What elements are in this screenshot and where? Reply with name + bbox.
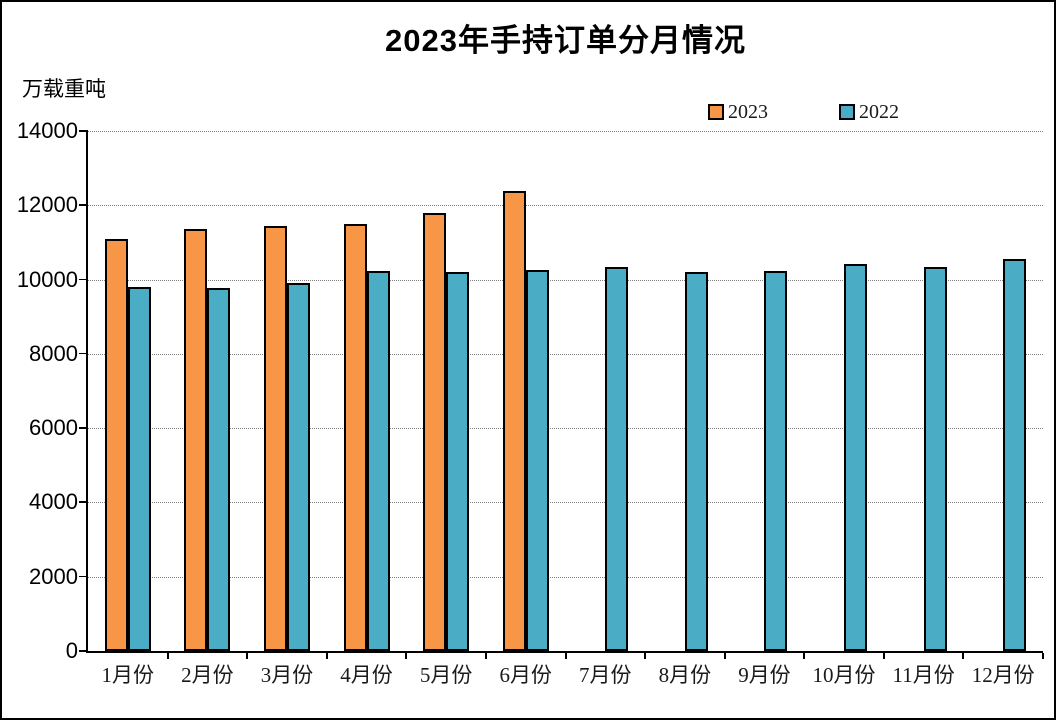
y-tick-mark-6000	[79, 427, 88, 429]
bar-2023-month-3	[263, 226, 287, 651]
y-tick-label-8000: 8000	[29, 340, 78, 366]
bar-2022-month-6	[525, 270, 549, 651]
x-tick-label-11月份: 11月份	[892, 663, 955, 687]
y-tick-label-12000: 12000	[16, 192, 78, 218]
y-axis-unit-label: 万载重吨	[22, 78, 106, 101]
legend-swatch-2023	[708, 104, 724, 120]
x-tick-mark-3	[326, 653, 328, 659]
x-tick-mark-1	[167, 653, 169, 659]
legend-entry-2023: 2023	[708, 101, 768, 123]
x-tick-label-8月份: 8月份	[658, 663, 712, 687]
x-tick-mark-7	[644, 653, 646, 659]
bar-2023-month-2	[184, 229, 208, 651]
gridline-10000	[88, 279, 1043, 281]
x-tick-label-1月份: 1月份	[101, 663, 155, 687]
legend-entry-2022: 2022	[839, 101, 899, 123]
gridline-12000	[88, 205, 1043, 207]
x-tick-label-6月份: 6月份	[499, 663, 552, 687]
legend-label-2022: 2022	[859, 100, 899, 123]
bar-2023-month-4	[343, 224, 367, 651]
y-tick-label-10000: 10000	[16, 266, 78, 292]
gridline-8000	[88, 353, 1043, 355]
bar-2022-month-5	[446, 272, 470, 651]
y-tick-mark-10000	[79, 278, 88, 281]
y-tick-mark-12000	[79, 204, 88, 206]
x-tick-label-3月份: 3月份	[260, 663, 314, 687]
legend-label-2023: 2023	[728, 100, 768, 123]
x-tick-mark-8	[724, 653, 726, 659]
bar-2022-month-8	[684, 272, 708, 651]
plot-area	[86, 131, 1043, 653]
chart-title: 2023年手持订单分月情况	[385, 23, 746, 58]
x-tick-mark-2	[246, 653, 248, 659]
legend-swatch-2022	[839, 104, 855, 120]
y-tick-mark-14000	[79, 130, 88, 132]
gridline-2000	[88, 576, 1043, 578]
y-tick-label-2000: 2000	[29, 563, 78, 589]
x-tick-label-12月份: 12月份	[971, 663, 1035, 687]
x-tick-label-5月份: 5月份	[419, 663, 473, 687]
bar-2022-month-4	[366, 271, 390, 651]
bar-2022-month-1	[127, 287, 151, 651]
bar-2022-month-12	[1003, 259, 1027, 651]
gridline-6000	[88, 428, 1043, 430]
bar-2023-month-6	[502, 191, 526, 651]
x-tick-mark-6	[565, 653, 567, 659]
y-tick-label-14000: 14000	[16, 118, 78, 143]
gridline-14000	[88, 131, 1043, 132]
y-tick-mark-8000	[79, 352, 88, 355]
x-tick-mark-5	[485, 653, 487, 659]
legend: 2023 2022	[2, 101, 1054, 125]
bar-2022-month-11	[923, 267, 947, 651]
y-tick-mark-2000	[79, 575, 88, 578]
x-tick-mark-11	[962, 653, 964, 659]
x-tick-label-4月份: 4月份	[340, 663, 393, 687]
bar-2023-month-5	[423, 213, 447, 651]
gridline-4000	[88, 502, 1043, 504]
bar-2022-month-2	[207, 288, 231, 651]
y-tick-label-6000: 6000	[29, 415, 78, 441]
bar-2022-month-3	[286, 283, 310, 651]
bar-2022-month-9	[764, 271, 788, 651]
bar-2023-month-1	[104, 239, 128, 651]
x-tick-mark-10	[883, 653, 885, 659]
bar-2022-month-7	[605, 267, 629, 651]
x-tick-label-10月份: 10月份	[812, 663, 876, 687]
x-tick-label-2月份: 2月份	[181, 663, 234, 687]
x-tick-mark-12	[1042, 653, 1044, 659]
y-tick-label-4000: 4000	[29, 489, 78, 515]
x-tick-mark-4	[405, 653, 407, 659]
x-tick-mark-9	[803, 653, 805, 659]
y-tick-mark-0	[79, 650, 88, 652]
x-tick-label-9月份: 9月份	[738, 663, 791, 687]
x-tick-label-7月份: 7月份	[579, 663, 632, 687]
bar-2022-month-10	[844, 264, 868, 651]
y-tick-mark-4000	[79, 501, 88, 503]
y-tick-label-0: 0	[65, 638, 78, 663]
